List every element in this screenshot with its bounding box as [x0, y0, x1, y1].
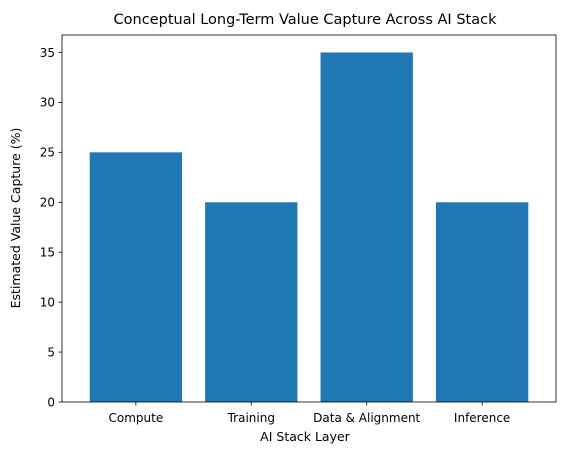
y-tick-label: 30 — [40, 96, 55, 110]
y-tick-label: 25 — [40, 146, 55, 160]
y-tick-label: 35 — [40, 46, 55, 60]
x-tick-label: Compute — [109, 411, 164, 425]
y-tick-label: 10 — [40, 295, 55, 309]
bar-training — [205, 202, 298, 402]
y-tick-label: 5 — [47, 345, 55, 359]
chart-title: Conceptual Long-Term Value Capture Acros… — [114, 12, 498, 28]
y-axis-label: Estimated Value Capture (%) — [8, 128, 23, 309]
x-tick-label: Inference — [454, 411, 510, 425]
y-tick-label: 0 — [47, 395, 55, 409]
y-tick-label: 15 — [40, 246, 55, 260]
bar-inference — [435, 202, 529, 402]
x-tick-label: Data & Alignment — [313, 411, 420, 425]
x-tick-label: Training — [227, 411, 275, 425]
plot-frame — [61, 34, 557, 403]
x-axis-label: AI Stack Layer — [260, 429, 351, 444]
y-tick-label: 20 — [40, 196, 55, 210]
bar-data-alignment — [320, 52, 413, 402]
bar-compute — [89, 152, 183, 402]
plot-area: 0 5 10 15 20 25 30 35 Compute Training Data & Alig… — [40, 34, 557, 425]
